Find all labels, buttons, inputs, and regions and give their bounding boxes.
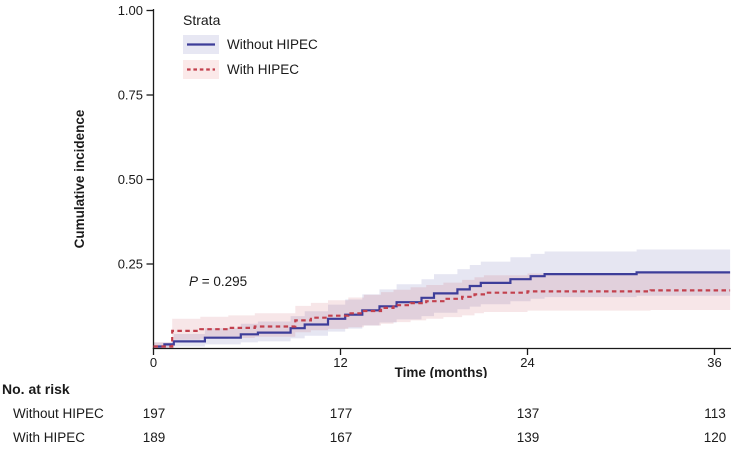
legend-label-with-hipec: With HIPEC	[227, 62, 299, 77]
p-value-annotation: P = 0.295	[189, 274, 247, 289]
risk-table: No. at risk Without HIPEC With HIPEC 197…	[0, 378, 742, 455]
legend-title: Strata	[183, 12, 221, 28]
legend-label-without-hipec: Without HIPEC	[227, 37, 318, 52]
x-tick-label: 0	[150, 355, 157, 370]
x-tick-label: 36	[707, 355, 721, 370]
x-tick-label: 12	[333, 355, 347, 370]
risk-count-with-hipec-t12: 167	[329, 430, 353, 445]
risk-count-without-hipec-t24: 137	[516, 406, 540, 421]
risk-count-without-hipec-t0: 197	[142, 406, 166, 421]
risk-count-with-hipec-t0: 189	[142, 430, 166, 445]
risk-count-with-hipec-t36: 120	[703, 430, 727, 445]
y-tick-label: 0.50	[118, 172, 143, 187]
x-tick-label: 24	[520, 355, 534, 370]
risk-row-label-with-hipec: With HIPEC	[13, 430, 86, 445]
x-axis-title: Time (months)	[395, 365, 488, 378]
y-axis-title: Cumulative incidence	[72, 109, 87, 248]
y-tick-label: 0.25	[118, 257, 143, 272]
y-tick-label: 0.75	[118, 88, 143, 103]
risk-count-without-hipec-t12: 177	[329, 406, 353, 421]
y-tick-label: 1.00	[118, 3, 143, 18]
confidence-band-with-hipec	[153, 272, 731, 349]
cumulative-incidence-chart: 0.25 0.50 0.75 1.00 0 12 24 36 Time (months) Cumu…	[72, 3, 731, 378]
risk-count-with-hipec-t24: 139	[516, 430, 540, 445]
curve-without-hipec	[153, 271, 731, 348]
risk-count-without-hipec-t36: 113	[704, 406, 726, 421]
risk-row-label-without-hipec: Without HIPEC	[13, 406, 104, 421]
risk-table-title: No. at risk	[2, 381, 70, 397]
curve-with-hipec	[153, 289, 731, 348]
